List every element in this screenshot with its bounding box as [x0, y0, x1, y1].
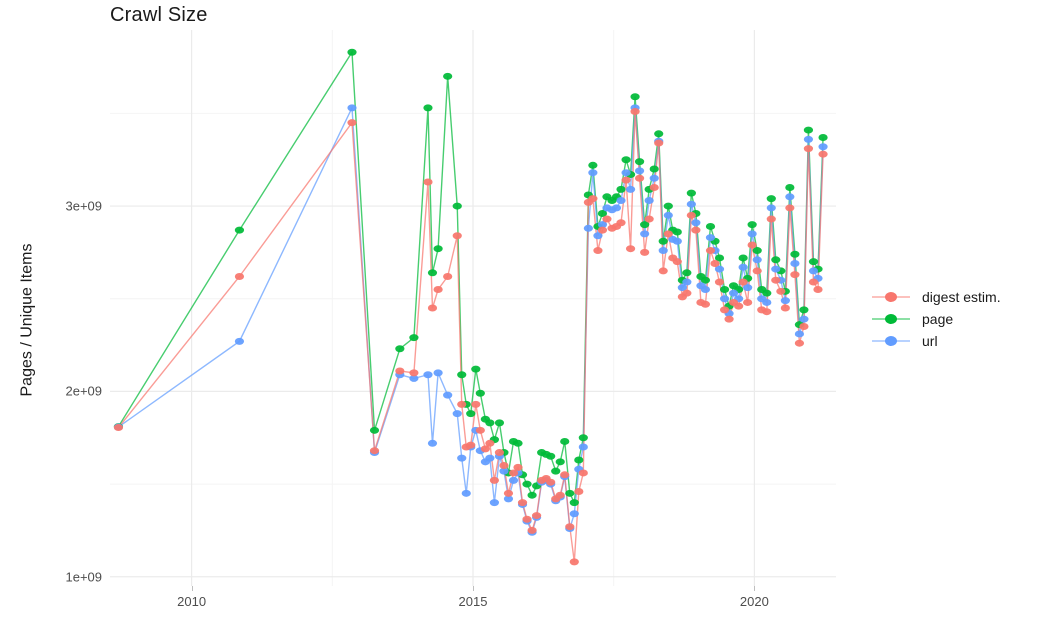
legend-dot [885, 314, 897, 324]
x-tick-label: 2020 [739, 594, 769, 609]
legend-label: page [922, 311, 954, 327]
series-line-url [118, 105, 824, 535]
x-tick-label: 2015 [458, 594, 488, 609]
plot-svg [110, 30, 836, 586]
y-tick-label: 2e+09 [65, 383, 102, 399]
legend-label: url [922, 333, 938, 349]
legend-label: digest estim. [922, 289, 1001, 305]
series-line-digest-estim [117, 111, 824, 562]
legend-dot [885, 292, 897, 302]
y-axis-title: Pages / Unique Items [12, 0, 42, 639]
y-tick-label: 3e+09 [65, 198, 102, 214]
legend-item[interactable]: url [872, 333, 1001, 349]
x-tick-mark [191, 586, 193, 591]
legend-item[interactable]: page [872, 311, 1001, 327]
x-tick-label: 2010 [177, 594, 207, 609]
y-tick-label: 1e+09 [65, 569, 102, 585]
x-tick-mark [473, 586, 474, 591]
series-line-page [117, 50, 824, 506]
legend-key-icon [872, 334, 910, 348]
legend-key-icon [872, 290, 910, 304]
plot-panel [110, 30, 836, 586]
series-points-url [113, 104, 828, 536]
y-axis-title-text: Pages / Unique Items [18, 243, 35, 396]
legend-dot [885, 336, 897, 346]
series-points-digest-estim [113, 108, 828, 566]
chart-title: Crawl Size [110, 4, 208, 26]
chart-legend: digest estim. page url [872, 289, 1001, 349]
x-tick-mark [754, 586, 756, 591]
legend-key-icon [872, 312, 910, 326]
legend-item[interactable]: digest estim. [872, 289, 1001, 305]
